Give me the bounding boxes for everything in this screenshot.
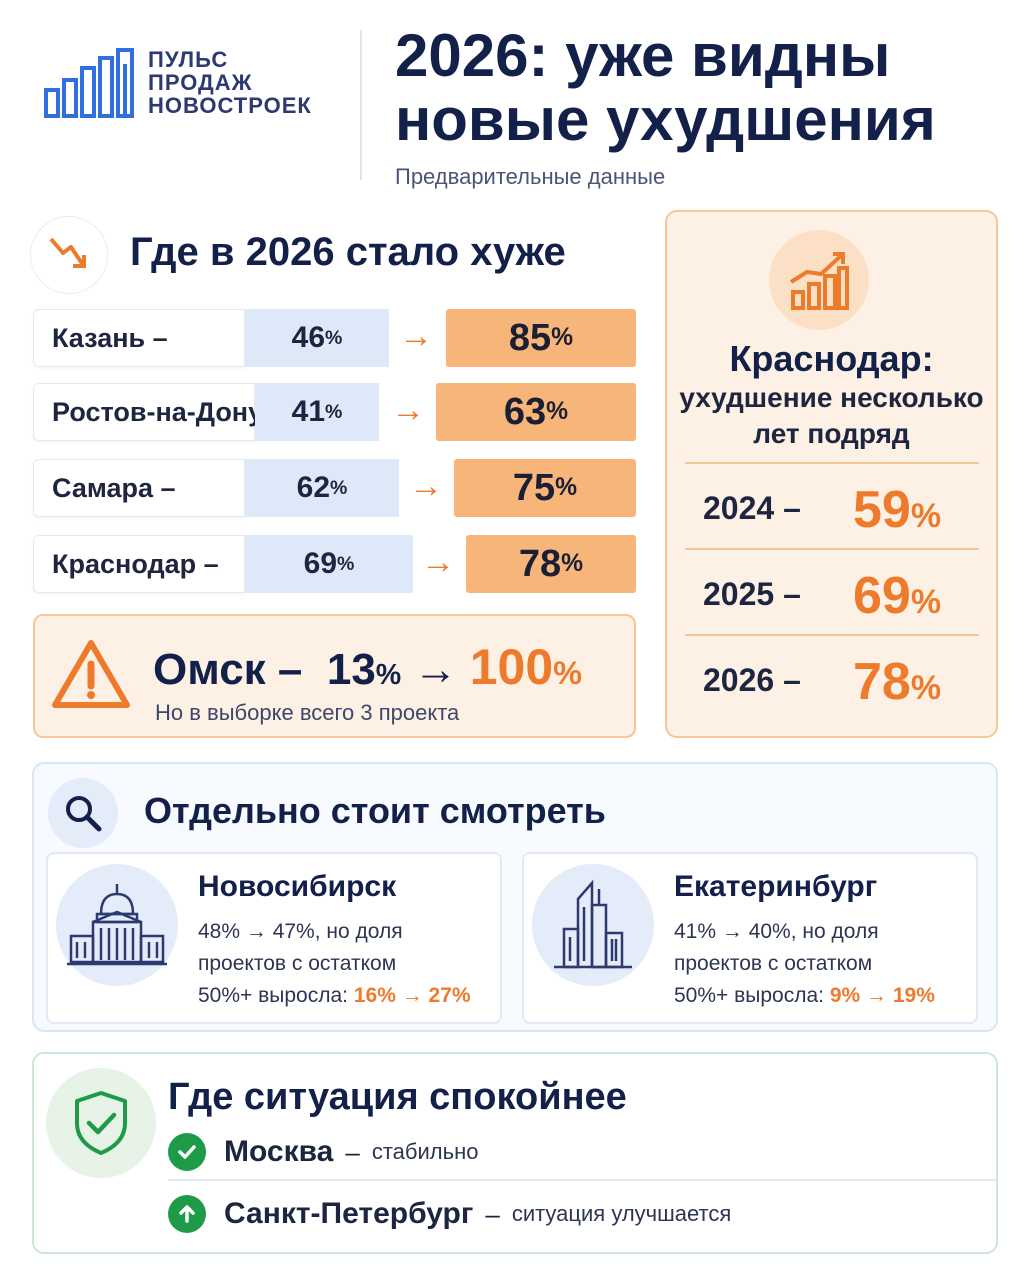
worse-section-title: Где в 2026 стало хуже bbox=[130, 230, 566, 274]
year-label: 2026 – bbox=[703, 662, 801, 698]
calm-dash: – bbox=[485, 1198, 500, 1229]
arrow-icon: → bbox=[391, 391, 425, 429]
arrow-icon: → bbox=[409, 467, 443, 505]
calm-city: Санкт-Петербург bbox=[224, 1197, 474, 1230]
check-icon bbox=[168, 1133, 206, 1171]
watch-section-title: Отдельно стоит смотреть bbox=[144, 790, 606, 831]
divider bbox=[685, 462, 979, 464]
header-divider bbox=[360, 30, 362, 180]
city-name: Краснодар – bbox=[33, 535, 245, 593]
skyscraper-icon bbox=[532, 864, 654, 986]
next-value: 75% bbox=[454, 459, 636, 517]
trend-down-icon bbox=[30, 216, 108, 294]
prev-value: 69% bbox=[245, 535, 413, 593]
card-text: 48% → 47%, но доля проектов с остатком 5… bbox=[198, 920, 471, 1007]
divider bbox=[168, 1179, 996, 1181]
arrow-up-icon bbox=[168, 1195, 206, 1233]
calm-section: Где ситуация спокойнее Москва – стабильн… bbox=[32, 1052, 998, 1254]
next-value: 63% bbox=[436, 383, 636, 441]
next-value: 78% bbox=[466, 535, 636, 593]
arrow-icon: → bbox=[399, 317, 433, 355]
calm-dash: – bbox=[345, 1136, 360, 1167]
year-value: 59% bbox=[853, 481, 942, 539]
watch-section: Отдельно стоит смотреть bbox=[32, 762, 998, 1032]
calm-desc: стабильно bbox=[371, 1139, 479, 1164]
year-value: 69% bbox=[853, 567, 942, 625]
page-title: 2026: уже видны новые ухудшения bbox=[395, 22, 936, 153]
card-ekaterinburg: Екатеринбург 41% → 40%, но доля проектов… bbox=[522, 852, 978, 1024]
prev-value: 41% bbox=[255, 383, 379, 441]
chart-up-icon bbox=[769, 230, 869, 330]
next-value: 85% bbox=[446, 309, 636, 367]
logo-text: ПУЛЬС ПРОДАЖ НОВОСТРОЕК bbox=[148, 47, 312, 118]
card-text: 41% → 40%, но доля проектов с остатком 5… bbox=[674, 920, 935, 1007]
search-icon bbox=[48, 778, 118, 848]
prev-value: 46% bbox=[245, 309, 389, 367]
city-row-rostov: Ростов-на-Дону – 41% → 63% bbox=[33, 383, 638, 441]
card-title: Екатеринбург bbox=[674, 870, 878, 903]
card-title: Новосибирск bbox=[198, 870, 397, 903]
city-row-kazan: Казань – 46% → 85% bbox=[33, 309, 638, 367]
calm-item-moscow: Москва – стабильно bbox=[168, 1130, 478, 1174]
city-name: Казань – bbox=[33, 309, 245, 367]
city-row-samara: Самара – 62% → 75% bbox=[33, 459, 638, 517]
calm-item-spb: Санкт-Петербург – ситуация улучшается bbox=[168, 1192, 731, 1236]
government-building-icon bbox=[56, 864, 178, 986]
year-label: 2025 – bbox=[703, 576, 801, 612]
warning-icon bbox=[51, 638, 131, 715]
calm-city: Москва bbox=[224, 1135, 334, 1168]
prev-value: 62% bbox=[245, 459, 399, 517]
omsk-note: Но в выборке всего 3 проекта bbox=[155, 700, 460, 725]
city-row-krasnodar: Краснодар – 69% → 78% bbox=[33, 535, 638, 593]
calm-desc: ситуация улучшается bbox=[511, 1201, 732, 1226]
city-name: Самара – bbox=[33, 459, 245, 517]
calm-section-title: Где ситуация спокойнее bbox=[168, 1076, 627, 1118]
krasnodar-title: Краснодар: bbox=[729, 338, 934, 379]
arrow-icon: → bbox=[421, 543, 455, 581]
year-label: 2024 – bbox=[703, 490, 801, 526]
divider bbox=[685, 634, 979, 636]
card-novosibirsk: Новосибирск 48% → 47%, но доля проектов … bbox=[46, 852, 502, 1024]
omsk-values: Омск – 13% → 100% bbox=[153, 639, 583, 695]
year-value: 78% bbox=[853, 653, 942, 711]
logo-icon bbox=[44, 48, 136, 118]
krasnodar-subtitle: ухудшение несколько лет подряд bbox=[679, 382, 984, 449]
shield-check-icon bbox=[46, 1068, 156, 1178]
krasnodar-panel: Краснодар: ухудшение несколько лет подря… bbox=[665, 210, 998, 738]
divider bbox=[685, 548, 979, 550]
omsk-callout: Омск – 13% → 100% Но в выборке всего 3 п… bbox=[33, 614, 636, 738]
city-name: Ростов-на-Дону – bbox=[33, 383, 286, 441]
page-subtitle: Предварительные данные bbox=[395, 164, 666, 189]
